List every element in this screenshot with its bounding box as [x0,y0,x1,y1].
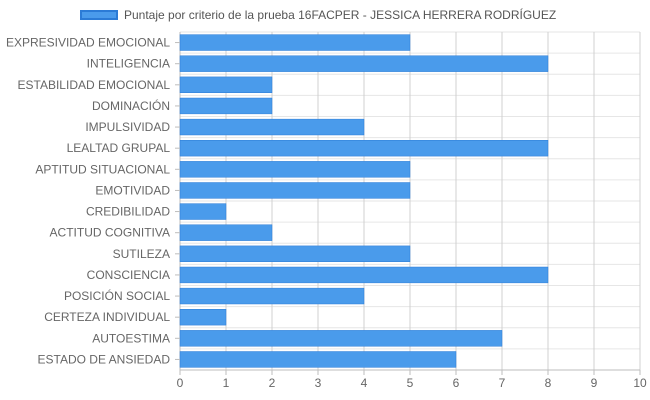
bar [179,118,365,136]
y-tick-label: ESTADO DE ANSIEDAD [38,352,171,366]
bar [179,76,273,93]
bar [179,309,227,326]
y-tick-label: CONSCIENCIA [87,268,170,282]
y-tick-label: CERTEZA INDIVIDUAL [44,310,170,324]
x-tick-label: 4 [361,376,368,390]
x-tick-label: 5 [407,376,414,390]
x-tick-label: 1 [223,376,230,390]
x-tick-label: 9 [591,376,598,390]
bar [179,245,411,262]
bar [179,97,273,115]
bar [179,203,227,220]
bar [179,161,411,178]
bar [179,351,457,368]
y-tick-label: ESTABILIDAD EMOCIONAL [18,78,171,92]
y-tick-label: CREDIBILIDAD [86,205,170,219]
bar [179,140,549,157]
bar [179,330,503,347]
legend-label: Puntaje por criterio de la prueba 16FACP… [124,8,557,22]
y-tick-label: IMPULSIVIDAD [85,120,170,134]
x-tick-label: 8 [545,376,552,390]
x-tick-label: 7 [499,376,506,390]
y-tick-label: LEALTAD GRUPAL [67,141,171,155]
y-tick-label: AUTOESTIMA [92,331,170,345]
x-tick-label: 0 [177,376,184,390]
y-tick-label: POSICIÓN SOCIAL [64,288,170,303]
x-tick-label: 2 [269,376,276,390]
bar [179,34,411,51]
bar [179,55,549,72]
y-tick-label: APTITUD SITUACIONAL [35,162,170,176]
y-tick-label: INTELIGENCIA [87,57,170,71]
x-tick-label: 10 [633,376,647,390]
y-tick-label: ACTITUD COGNITIVA [50,226,170,240]
bar [179,287,365,305]
x-tick-label: 3 [315,376,322,390]
y-tick-label: EXPRESIVIDAD EMOCIONAL [6,36,170,50]
bar [179,266,549,284]
bar [179,182,411,199]
x-tick-label: 6 [453,376,460,390]
bar [179,224,273,241]
y-tick-label: EMOTIVIDAD [95,183,170,197]
y-tick-label: DOMINACIÓN [92,98,170,113]
y-tick-label: SUTILEZA [113,247,170,261]
legend-swatch [80,10,118,20]
legend[interactable]: Puntaje por criterio de la prueba 16FACP… [80,6,556,24]
